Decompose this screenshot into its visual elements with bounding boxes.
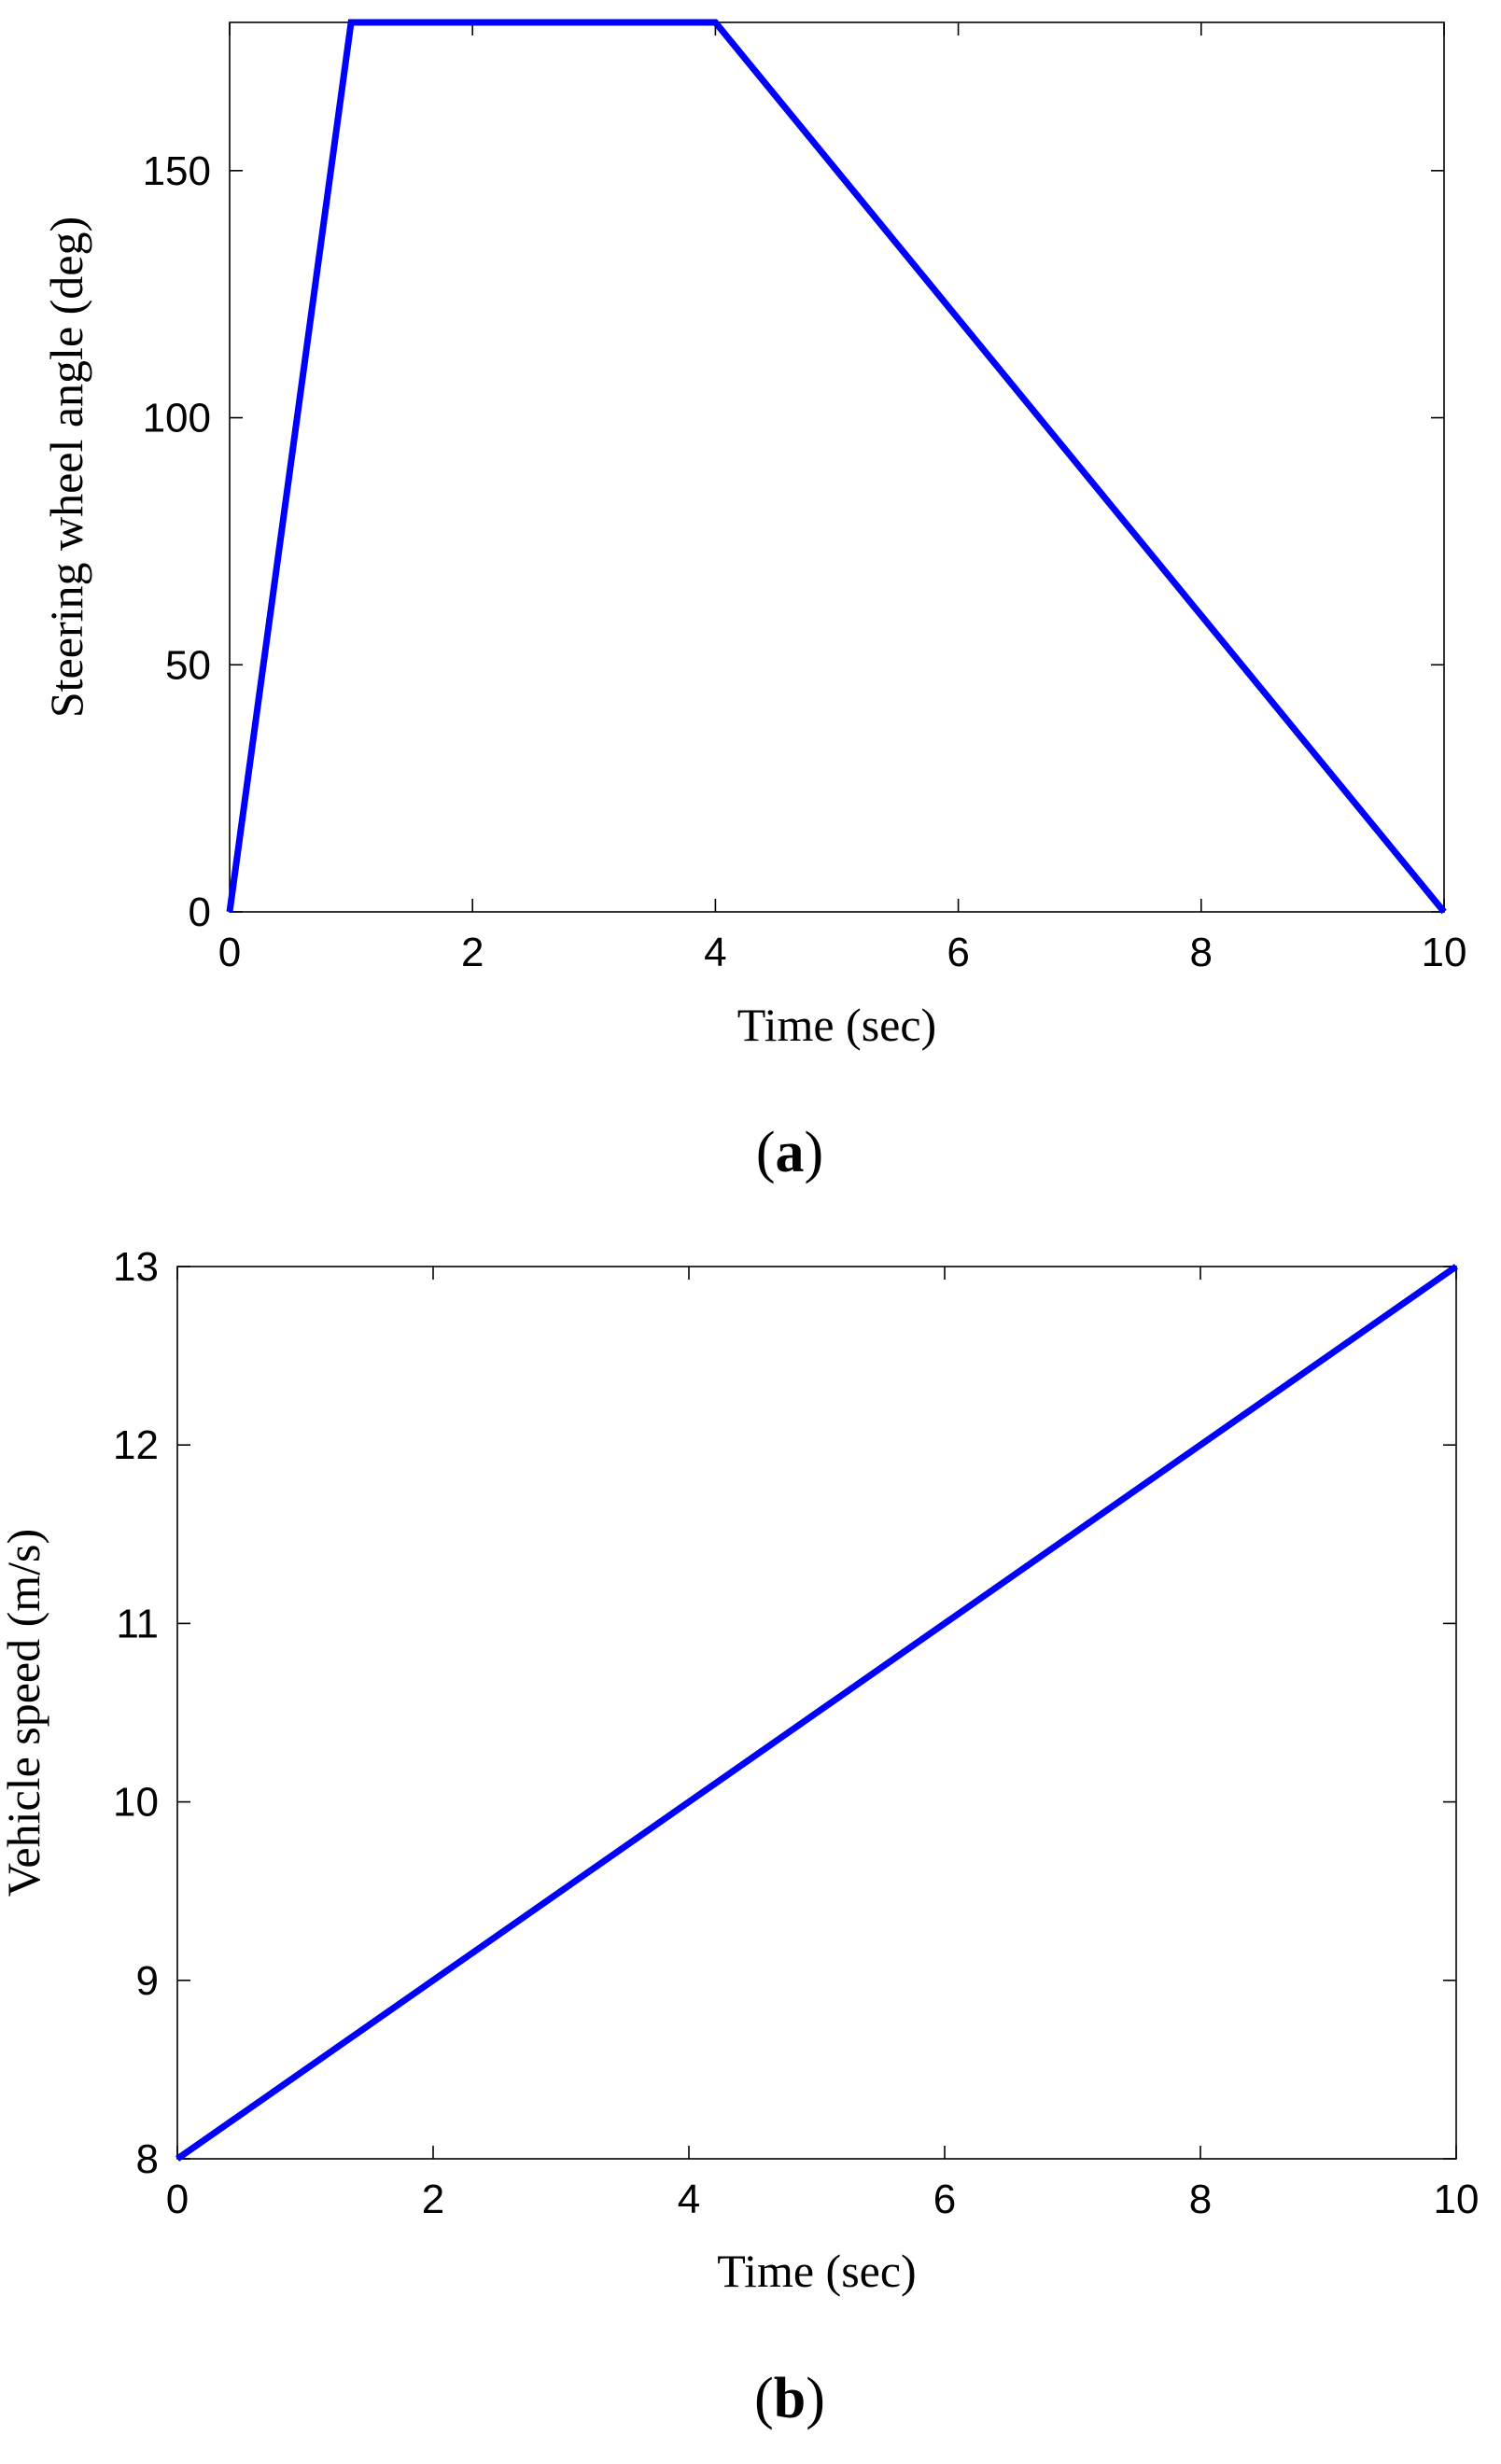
x-tick-label: 10 [1422,930,1467,975]
panel-caption-b: (b) [754,2367,825,2430]
x-axis-label-b: Time (sec) [717,2245,916,2297]
series-group-b [175,1264,1459,2162]
y-tick-label: 150 [143,148,211,194]
panel-caption-letter-a: a [776,1121,805,1184]
y-tick-label: 12 [113,1422,159,1468]
x-tick-label: 0 [218,930,241,975]
x-tick-label: 4 [704,930,726,975]
panel-caption-close-paren: ) [806,2367,825,2430]
x-tick-label: 8 [1190,930,1213,975]
y-tick-label: 8 [136,2136,159,2182]
x-tick-label: 4 [678,2177,700,2222]
x-tick-label: 0 [166,2177,189,2222]
y-axis-label-b: Vehicle speed (m/s) [0,1529,49,1897]
panel-caption-open-paren: ( [756,1121,776,1184]
y-tick-label: 10 [113,1780,159,1826]
series-line-a [226,19,1447,915]
x-tick-label: 8 [1189,2177,1212,2222]
x-tick-label: 6 [947,930,969,975]
y-tick-label: 9 [136,1958,159,2004]
y-tick-label: 100 [143,396,211,441]
plot-frame-b [176,1266,1457,2160]
series-line-b [175,1264,1459,2162]
y-tick-label: 13 [113,1244,159,1290]
y-tick-label: 0 [189,889,211,935]
y-tick-labels-b: 8 9 10 11 12 13 [113,1244,159,2182]
x-axis-label-a: Time (sec) [737,999,936,1051]
panel-caption-open-paren: ( [754,2367,774,2430]
y-tick-labels-a: 0 50 100 150 [143,148,211,935]
x-tick-label: 10 [1434,2177,1480,2222]
series-group-a [226,19,1447,915]
tick-marks-a [229,22,1445,913]
y-tick-label: 50 [165,642,211,688]
x-tick-labels-a: 0 2 4 6 8 10 [218,930,1467,975]
x-tick-label: 6 [933,2177,956,2222]
y-tick-label: 11 [116,1601,159,1646]
x-tick-label: 2 [422,2177,444,2222]
panel-caption-a: (a) [756,1121,823,1184]
y-axis-label-a: Steering wheel angle (deg) [40,217,92,718]
chart-panel-b: 0 2 4 6 8 10 8 9 10 11 12 13 Time (sec) Vehicle sp… [0,1244,1479,2430]
x-tick-labels-b: 0 2 4 6 8 10 [166,2177,1480,2222]
chart-panel-a: 0 2 4 6 8 10 0 50 100 150 Time (sec) Steering wh… [40,19,1467,1184]
plot-frame-a [229,21,1445,913]
panel-caption-close-paren: ) [805,1121,824,1184]
panel-caption-letter-b: b [774,2367,806,2430]
tick-marks-b [176,1266,1457,2160]
x-tick-label: 2 [461,930,484,975]
